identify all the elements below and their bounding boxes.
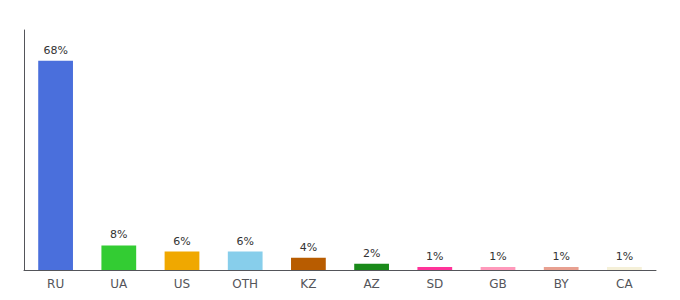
svg-text:AZ: AZ [363, 277, 379, 291]
svg-text:1%: 1% [616, 250, 633, 263]
svg-text:US: US [174, 277, 190, 291]
svg-text:4%: 4% [300, 241, 317, 254]
svg-text:SD: SD [426, 277, 443, 291]
svg-text:2%: 2% [363, 247, 380, 260]
svg-text:OTH: OTH [232, 277, 258, 291]
svg-text:RU: RU [47, 277, 64, 291]
svg-text:BY: BY [554, 277, 570, 291]
svg-text:KZ: KZ [300, 277, 316, 291]
svg-text:8%: 8% [110, 228, 127, 241]
svg-text:1%: 1% [552, 250, 569, 263]
svg-text:6%: 6% [173, 235, 190, 248]
svg-text:6%: 6% [236, 235, 253, 248]
svg-text:UA: UA [110, 277, 128, 291]
svg-text:GB: GB [489, 277, 507, 291]
svg-text:68%: 68% [43, 44, 67, 57]
svg-text:1%: 1% [489, 250, 506, 263]
svg-text:1%: 1% [426, 250, 443, 263]
svg-text:CA: CA [616, 277, 633, 291]
